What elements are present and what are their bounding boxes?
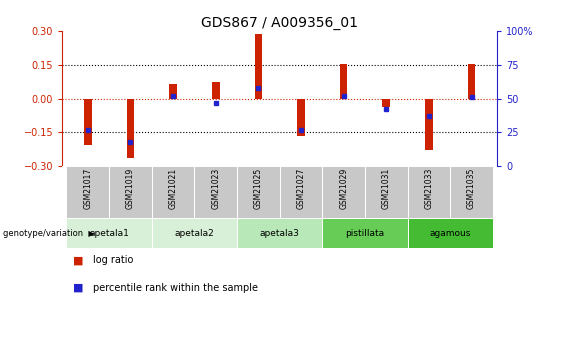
Text: GSM21027: GSM21027	[297, 168, 306, 209]
Text: GSM21023: GSM21023	[211, 168, 220, 209]
Text: GSM21029: GSM21029	[339, 168, 348, 209]
Bar	[383, 99, 390, 108]
Bar	[152, 166, 194, 218]
Text: ■: ■	[73, 283, 84, 293]
Text: percentile rank within the sample: percentile rank within the sample	[93, 283, 258, 293]
Bar	[237, 218, 322, 248]
Text: GSM21035: GSM21035	[467, 168, 476, 209]
Bar	[297, 99, 305, 136]
Bar	[365, 166, 407, 218]
Bar	[67, 166, 109, 218]
Bar	[340, 64, 347, 99]
Text: GSM21025: GSM21025	[254, 168, 263, 209]
Text: apetala2: apetala2	[175, 229, 214, 238]
Bar	[468, 64, 476, 99]
Text: log ratio: log ratio	[93, 255, 133, 265]
Bar	[407, 166, 450, 218]
Bar	[280, 166, 322, 218]
Bar	[212, 82, 220, 99]
Text: GSM21017: GSM21017	[83, 168, 92, 209]
Text: GSM21031: GSM21031	[382, 168, 391, 209]
Text: GSM21019: GSM21019	[126, 168, 135, 209]
Bar	[109, 166, 152, 218]
Bar	[322, 218, 407, 248]
Bar	[254, 34, 262, 99]
Bar	[407, 218, 493, 248]
Bar	[322, 166, 365, 218]
Text: apetala3: apetala3	[260, 229, 299, 238]
Text: agamous: agamous	[429, 229, 471, 238]
Text: ■: ■	[73, 255, 84, 265]
Text: GSM21021: GSM21021	[168, 168, 177, 209]
Bar	[194, 166, 237, 218]
Text: pistillata: pistillata	[345, 229, 385, 238]
Title: GDS867 / A009356_01: GDS867 / A009356_01	[201, 16, 358, 30]
Bar	[237, 166, 280, 218]
Text: GSM21033: GSM21033	[424, 168, 433, 209]
Bar	[127, 99, 134, 158]
Bar	[169, 84, 177, 99]
Bar	[84, 99, 92, 145]
Text: apetala1: apetala1	[89, 229, 129, 238]
Text: genotype/variation  ▶: genotype/variation ▶	[3, 229, 95, 238]
Bar	[67, 218, 152, 248]
Bar	[450, 166, 493, 218]
Bar	[425, 99, 433, 150]
Bar	[152, 218, 237, 248]
